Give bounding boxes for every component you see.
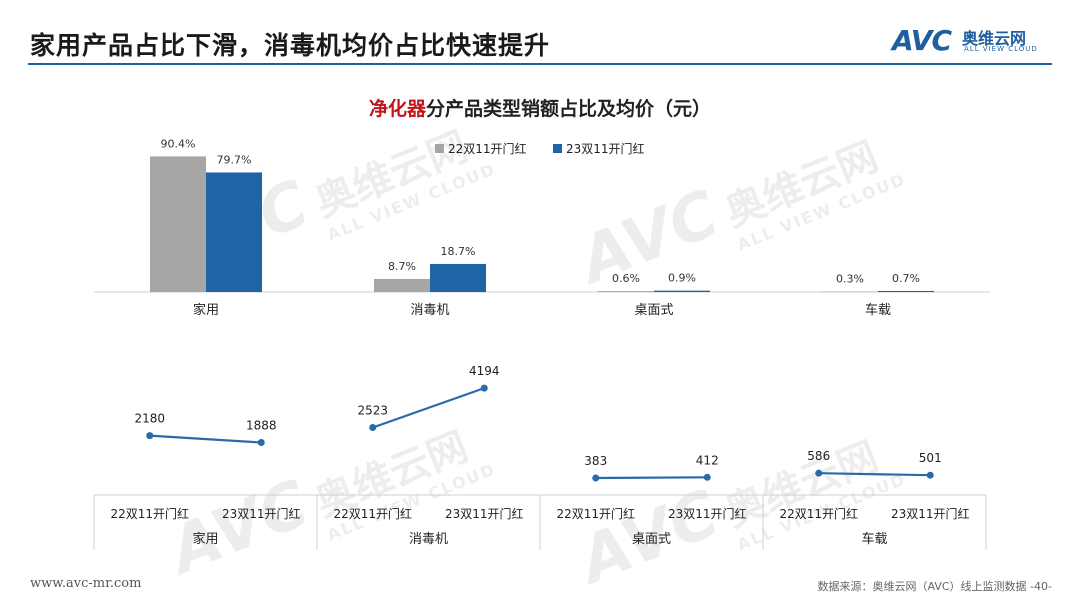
group-label: 桌面式 [632,532,671,547]
price-point [815,470,822,477]
price-value-label: 4194 [469,364,500,378]
price-point [369,424,376,431]
x-tick-label: 23双11开门红 [445,506,524,521]
price-point [592,474,599,481]
price-value-label: 586 [807,449,830,463]
x-tick-label: 22双11开门红 [556,506,635,521]
price-value-label: 383 [584,454,607,468]
price-line-1 [373,388,485,427]
price-line-0 [150,436,262,443]
price-point [481,385,488,392]
x-tick-label: 22双11开门红 [779,506,858,521]
data-source: 数据来源：奥维云网（AVC）线上监测数据 -40- [818,578,1052,594]
price-value-label: 501 [919,451,942,465]
group-label: 消毒机 [409,532,448,547]
price-point [146,432,153,439]
price-point [258,439,265,446]
price-line-3 [819,473,931,475]
price-value-label: 1888 [246,418,277,432]
price-value-label: 412 [696,453,719,467]
website-url: www.avc-mr.com [30,576,141,591]
price-value-label: 2523 [357,404,388,418]
price-line-2 [596,477,708,478]
price-point [927,472,934,479]
x-tick-label: 23双11开门红 [668,506,747,521]
x-tick-label: 22双11开门红 [110,506,189,521]
price-value-label: 2180 [134,412,165,426]
x-tick-label: 23双11开门红 [222,506,301,521]
group-label: 家用 [192,531,218,547]
x-tick-label: 22双11开门红 [333,506,412,521]
x-tick-label: 23双11开门红 [891,506,970,521]
group-label: 车载 [861,531,887,547]
price-point [704,474,711,481]
